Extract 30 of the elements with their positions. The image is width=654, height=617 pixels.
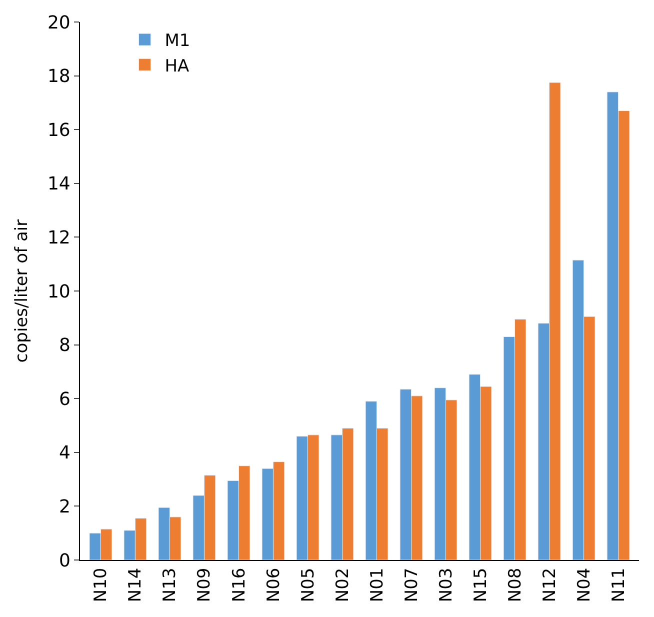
x-tick-label: N15	[470, 568, 491, 602]
y-tick-label: 10	[47, 281, 70, 302]
y-tick-label: 4	[58, 442, 70, 464]
y-tick-label: 8	[58, 335, 70, 356]
x-tick-label: N03	[436, 568, 456, 602]
y-tick-label: 2	[58, 496, 70, 518]
x-tick-label: N10	[91, 568, 112, 602]
y-axis-title: copies/liter of air	[12, 219, 32, 363]
x-tick-label: N01	[367, 568, 388, 602]
y-tick-label: 14	[47, 174, 70, 195]
y-tick-label: 18	[47, 66, 70, 88]
legend-label: HA	[164, 56, 190, 76]
y-tick-label: 20	[47, 12, 70, 34]
x-tick-label: N06	[264, 568, 284, 602]
x-tick-label: N02	[332, 568, 353, 602]
x-tick-label: N04	[574, 568, 594, 602]
x-tick-label: N05	[298, 568, 318, 602]
x-tick-label: N13	[160, 568, 180, 602]
y-tick-label: 12	[47, 228, 70, 248]
legend-label: M1	[164, 31, 190, 52]
x-tick-label: N14	[126, 568, 146, 602]
y-tick-label: 6	[58, 388, 70, 410]
x-tick-label: N09	[194, 568, 215, 602]
x-tick-label: N08	[505, 568, 526, 602]
y-tick-label: 0	[58, 550, 70, 572]
y-tick-label: 16	[47, 120, 70, 141]
x-tick-label: N12	[540, 568, 560, 602]
x-tick-label: N11	[608, 568, 629, 602]
x-tick-label: N16	[229, 568, 250, 602]
x-tick-label: N07	[402, 568, 422, 602]
